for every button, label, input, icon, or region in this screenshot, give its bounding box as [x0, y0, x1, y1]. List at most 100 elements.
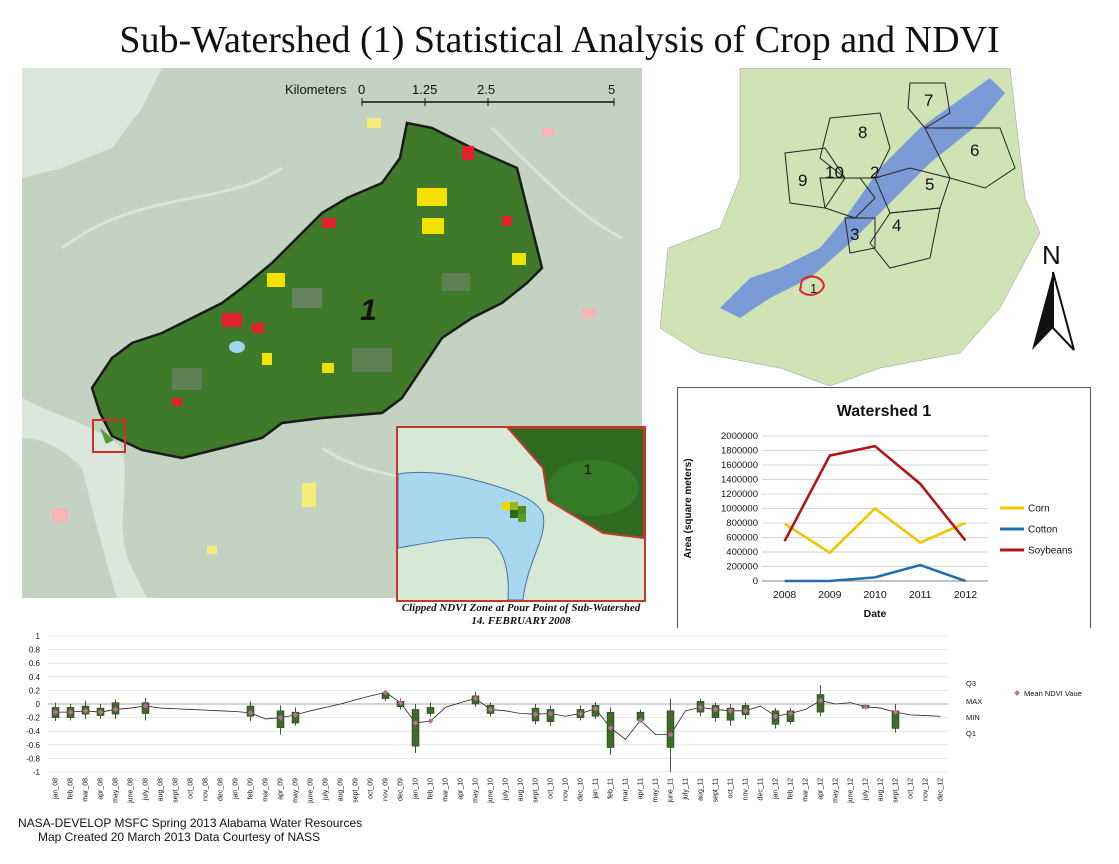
series-line-cotton — [784, 563, 966, 583]
y-axis-label: Area (square meters) — [683, 458, 694, 558]
legend-label: MIN — [966, 713, 980, 722]
x-tick-label: 2010 — [863, 589, 887, 601]
x-tick-label: sept_09 — [353, 778, 360, 803]
x-tick-label: aug_08 — [158, 778, 165, 801]
outside-crop-patches — [52, 118, 596, 554]
overview-canvas: 7 8 10 2 9 6 5 4 3 1 — [660, 68, 1040, 386]
overview-map[interactable]: 7 8 10 2 9 6 5 4 3 1 — [660, 68, 1040, 386]
watershed-1-highlight[interactable] — [798, 275, 826, 296]
y-tick-label: 1000000 — [721, 504, 758, 515]
x-tick-label: july_11 — [683, 778, 690, 801]
footer-line-1: NASA-DEVELOP MSFC Spring 2013 Alabama Wa… — [18, 816, 363, 830]
x-tick-label: aug_09 — [338, 778, 345, 801]
x-tick-label: nov_08 — [203, 778, 210, 801]
north-arrow: N — [1028, 238, 1078, 353]
x-tick-label: jan_08 — [53, 778, 60, 800]
y-tick-label: 1200000 — [721, 489, 758, 500]
x-tick-label: mar_08 — [83, 778, 90, 802]
x-tick-label: sept_11 — [713, 778, 720, 802]
x-tick-label: june_12 — [848, 778, 855, 804]
x-tick-label: may_08 — [113, 778, 120, 803]
watershed-number: 9 — [798, 171, 807, 190]
x-tick-label: nov_12 — [923, 778, 930, 801]
x-tick-label: may_12 — [833, 778, 840, 803]
watershed-number: 7 — [924, 91, 933, 110]
x-tick-label: feb_08 — [68, 778, 75, 800]
x-tick-label: mar_09 — [263, 778, 270, 802]
box-body — [411, 709, 420, 747]
mean-marker — [607, 724, 614, 731]
legend-mean-label: Mean NDVI Vaue — [1024, 689, 1082, 698]
river-water — [22, 398, 147, 598]
y-tick-label: -0.4 — [26, 727, 40, 736]
box-body — [666, 710, 675, 748]
x-tick-label: may_11 — [653, 778, 660, 802]
inset-caption: Clipped NDVI Zone at Pour Point of Sub-W… — [380, 602, 662, 628]
subwatershed-boundaries — [784, 82, 1016, 269]
lake-overview — [720, 78, 1005, 318]
x-tick-label: 2008 — [773, 589, 797, 601]
pour-point-marker[interactable] — [92, 419, 126, 453]
y-tick-label: 0.4 — [29, 673, 41, 682]
x-tick-label: july_10 — [503, 778, 510, 801]
y-tick-label: 0.6 — [29, 659, 41, 668]
mean-marker — [547, 710, 554, 717]
watershed-number: 6 — [970, 141, 979, 160]
x-tick-label: nov_11 — [743, 778, 750, 801]
x-tick-label: feb_09 — [248, 778, 255, 800]
watershed-number: 2 — [870, 163, 879, 182]
x-tick-label: june_08 — [128, 778, 135, 804]
y-tick-label: 1800000 — [721, 446, 758, 457]
x-tick-label: dec_09 — [398, 778, 405, 801]
x-tick-label: june_09 — [308, 778, 315, 804]
watershed-label: 1 — [360, 294, 377, 327]
x-tick-label: june_10 — [488, 778, 495, 804]
y-tick-label: -1 — [33, 768, 41, 777]
x-tick-label: 2012 — [954, 589, 978, 601]
chart-title: Watershed 1 — [837, 403, 932, 420]
x-tick-label: jan_09 — [233, 778, 240, 800]
inset-map-canvas: 1 — [398, 428, 644, 600]
scale-tick: 1.25 — [412, 82, 437, 97]
x-tick-label: feb_12 — [788, 778, 795, 800]
watershed-numbers: 7 8 10 2 9 6 5 4 3 1 — [798, 91, 979, 296]
caption-line-1: Clipped NDVI Zone at Pour Point of Sub-W… — [401, 602, 641, 614]
inset-label: 1 — [584, 461, 592, 477]
y-tick-label: 0.8 — [29, 646, 41, 655]
scale-tick: 5 — [608, 82, 615, 97]
mean-marker — [787, 710, 794, 717]
x-tick-label: 2009 — [818, 589, 842, 601]
legend-label: Soybeans — [1028, 546, 1072, 557]
x-tick-label: aug_10 — [518, 778, 525, 801]
x-tick-label: 2011 — [909, 589, 932, 601]
y-tick-label: 1 — [36, 632, 41, 641]
x-tick-label: aug_11 — [698, 778, 705, 801]
x-tick-label: sept_08 — [173, 778, 180, 803]
y-tick-label: -0.2 — [26, 714, 40, 723]
x-tick-label: mar_12 — [803, 778, 810, 802]
mean-ndvi-line — [55, 692, 941, 740]
mean-marker — [577, 710, 584, 717]
x-tick-label: dec_12 — [938, 778, 945, 801]
legend-label: Q3 — [966, 679, 976, 688]
x-tick-label: feb_10 — [428, 778, 435, 800]
scale-bar: Kilometers 0 1.25 2.5 5 — [285, 82, 615, 106]
x-tick-label: jan_10 — [413, 778, 420, 800]
footer-line-2: Map Created 20 March 2013 Data Courtesy … — [38, 830, 321, 844]
mean-marker — [427, 718, 434, 724]
x-axis-label: Date — [864, 608, 887, 620]
x-tick-label: oct_10 — [548, 778, 555, 799]
y-tick-label: -0.8 — [26, 754, 40, 763]
y-tick-label: -0.6 — [26, 741, 40, 750]
mean-marker — [592, 705, 599, 712]
x-tick-label: nov_10 — [563, 778, 570, 801]
scale-tick: 2.5 — [477, 82, 495, 97]
mean-marker — [817, 697, 824, 704]
x-tick-label: july_08 — [143, 778, 150, 801]
x-tick-label: sept_10 — [533, 778, 540, 803]
watershed-number: 5 — [925, 175, 934, 194]
scale-tick: 0 — [358, 82, 365, 97]
inset-map[interactable]: 1 — [396, 426, 646, 602]
y-tick-label: 0.2 — [29, 686, 41, 695]
main-map[interactable]: Kilometers 0 1.25 2.5 5 — [22, 68, 642, 598]
